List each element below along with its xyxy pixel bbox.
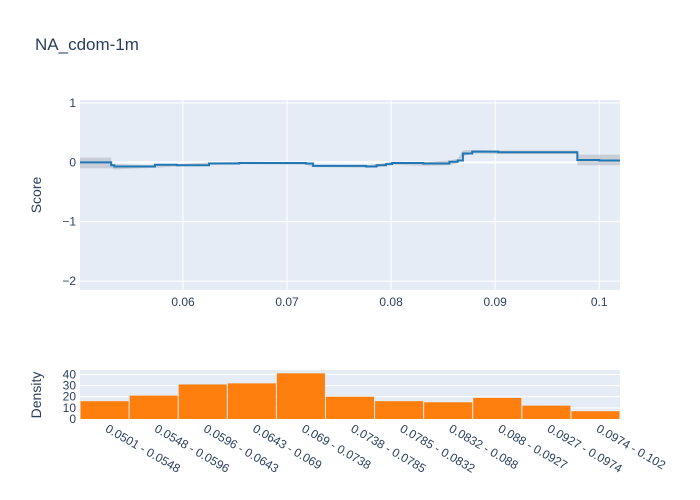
score-axis-ticks: 0.06 0.07 0.08 0.09 0.1 1 0 −1 −2 [62,96,608,309]
y-tick-label: 1 [69,96,76,110]
score-line [80,150,620,168]
x-tick-label: 0.07 [275,295,299,309]
density-axis-title: Density [28,372,44,419]
density-y-tick-label: 10 [63,401,77,415]
density-bar [473,397,522,419]
density-bar [424,402,473,419]
x-tick-label: 0.08 [379,295,403,309]
density-bar [129,395,178,419]
x-tick-label: 0.06 [171,295,195,309]
x-tick-label: 0.1 [591,295,608,309]
density-bar [571,411,620,419]
density-y-tick-label: 20 [63,390,77,404]
density-bar [325,396,375,419]
confidence-band [80,149,620,170]
density-bar [522,405,571,419]
x-tick-label: 0.09 [483,295,507,309]
y-tick-label: 0 [69,155,76,169]
y-tick-label: −2 [62,274,76,288]
y-tick-label: −1 [62,215,76,229]
density-bar [276,373,325,419]
score-axis-title: Score [28,177,44,214]
score-plot-background [80,100,620,290]
density-y-tick-label: 40 [63,367,77,381]
density-bar [178,384,227,419]
density-bar [375,401,424,419]
score-line-layer [80,150,620,168]
density-y-tick-label: 0 [69,412,76,426]
density-y-tick-label: 30 [63,379,77,393]
density-bar [227,383,276,419]
score-plot-grid [80,100,620,290]
density-bars-layer [80,373,620,419]
chart-title: NA_cdom-1m [35,35,139,54]
confidence-band-layer [80,149,620,170]
density-bar [80,401,129,419]
